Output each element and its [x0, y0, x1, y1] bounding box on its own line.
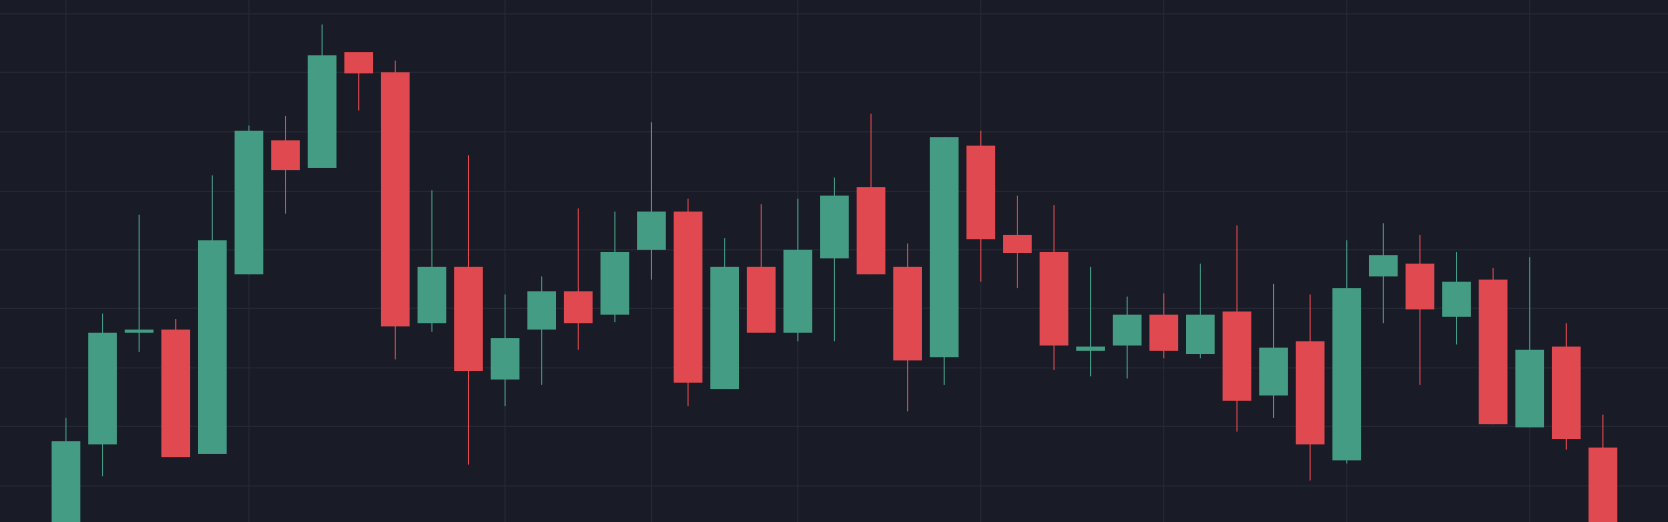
candle-body — [1551, 346, 1581, 440]
candle-body — [637, 211, 666, 250]
candle-body — [893, 266, 922, 361]
candle-body — [234, 130, 264, 275]
candle-body — [1478, 279, 1508, 425]
candle-body — [820, 195, 849, 259]
candle-body — [600, 251, 630, 315]
candle-body — [1405, 263, 1435, 310]
candle-body — [417, 266, 447, 324]
candle-body — [490, 338, 520, 380]
candle-body — [1332, 288, 1362, 461]
candle-body — [1112, 314, 1142, 346]
candle-body — [527, 291, 557, 330]
candle-body — [746, 266, 776, 333]
candle-body — [197, 240, 227, 454]
candle-body — [673, 211, 703, 383]
candle-body — [1222, 311, 1252, 401]
candle-body — [271, 140, 300, 171]
candle-body — [710, 266, 740, 390]
candle-body — [1003, 234, 1032, 254]
candle-body — [1039, 251, 1069, 346]
candle-body — [1442, 281, 1471, 317]
candle-body — [966, 145, 996, 240]
candle-body — [1588, 447, 1618, 522]
candle-body — [161, 329, 191, 458]
candle-body — [783, 249, 813, 333]
candle-body — [563, 291, 593, 324]
candle-body — [1368, 255, 1398, 277]
candle-body — [124, 329, 154, 333]
candle-body — [380, 72, 410, 327]
candle-body — [1076, 346, 1105, 351]
candle-body — [88, 332, 117, 445]
candle-body — [1186, 314, 1215, 355]
candle-body — [856, 187, 886, 275]
candle-body — [1149, 314, 1179, 351]
candle-body — [929, 137, 959, 358]
candle-body — [51, 441, 81, 522]
candles — [51, 24, 1618, 522]
candle-body — [1295, 341, 1325, 445]
candle-body — [307, 55, 337, 168]
candle-body — [1515, 349, 1545, 428]
candle-body — [454, 266, 483, 372]
candle-body — [344, 52, 374, 74]
candle-body — [1259, 347, 1288, 396]
